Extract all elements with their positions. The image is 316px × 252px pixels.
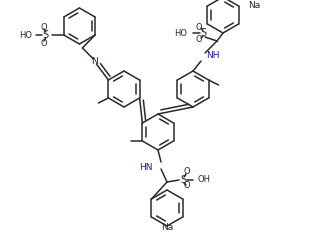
Text: N: N <box>91 56 98 66</box>
Text: O: O <box>196 22 202 32</box>
Text: O: O <box>184 181 190 191</box>
Text: OH: OH <box>197 175 210 184</box>
Text: O: O <box>184 168 190 176</box>
Text: S: S <box>180 175 186 185</box>
Text: HO: HO <box>19 30 32 40</box>
Text: O: O <box>40 22 47 32</box>
Text: Na: Na <box>161 223 173 232</box>
Text: S: S <box>200 28 206 38</box>
Text: O: O <box>196 35 202 44</box>
Text: S: S <box>43 30 49 40</box>
Text: HO: HO <box>174 28 187 38</box>
Text: O: O <box>40 39 47 47</box>
Text: HN: HN <box>139 163 153 172</box>
Text: Na: Na <box>249 2 261 11</box>
Text: NH: NH <box>206 50 220 59</box>
